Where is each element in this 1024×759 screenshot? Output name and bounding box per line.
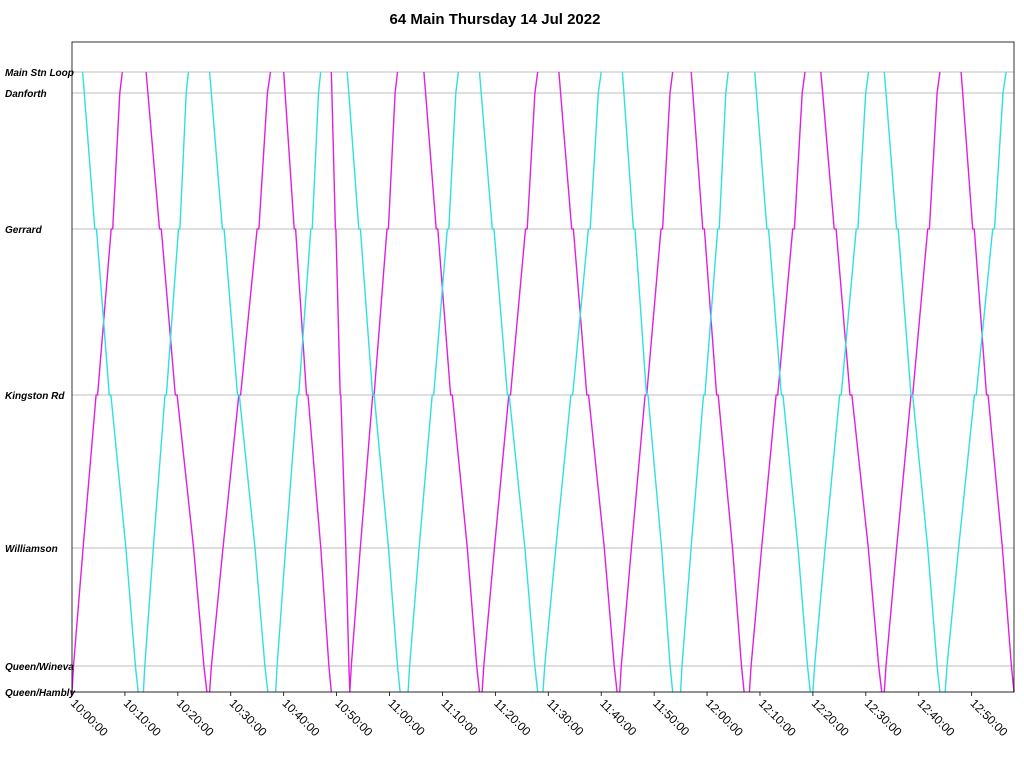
trip-line-magenta	[330, 71, 351, 693]
x-tick-label: 10:10:00	[121, 696, 164, 739]
stop-label: Danforth	[5, 89, 47, 100]
trip-line-magenta	[71, 71, 123, 693]
x-tick-label: 12:40:00	[915, 696, 958, 739]
x-tick-label: 10:20:00	[174, 696, 217, 739]
x-tick-label: 11:10:00	[438, 696, 481, 739]
x-tick-label: 12:20:00	[809, 696, 852, 739]
trip-line-cyan	[346, 71, 401, 693]
x-tick-label: 11:40:00	[597, 696, 640, 739]
trip-line-cyan	[944, 71, 1007, 693]
x-tick-label: 12:10:00	[756, 696, 799, 739]
x-tick-label: 11:50:00	[650, 696, 693, 739]
x-tick-label: 12:00:00	[703, 696, 746, 739]
time-tick-labels: 10:00:00 10:10:00 10:20:00 10:30:00 10:40:00…	[68, 692, 1011, 739]
trip-line-magenta	[283, 71, 332, 693]
trip-line-magenta	[558, 71, 618, 693]
x-tick-label: 12:50:00	[968, 696, 1011, 739]
trip-line-magenta	[820, 71, 883, 693]
x-tick-label: 10:50:00	[332, 696, 375, 739]
trip-line-cyan	[275, 71, 322, 693]
trip-line-cyan	[679, 71, 729, 693]
stop-label: Queen/Hambly	[5, 688, 75, 699]
series-lines	[71, 71, 1015, 693]
trip-line-magenta	[423, 71, 481, 693]
trip-line-cyan	[208, 71, 269, 693]
trip-line-cyan	[142, 71, 190, 693]
x-tick-label: 10:30:00	[227, 696, 270, 739]
chart-title: 64 Main Thursday 14 Jul 2022	[390, 11, 601, 28]
trip-line-cyan	[542, 71, 602, 693]
trip-line-cyan	[754, 71, 811, 693]
x-tick-label: 10:40:00	[280, 696, 323, 739]
stop-label: Kingston Rd	[5, 391, 65, 402]
stop-label: Gerrard	[5, 225, 43, 236]
stop-label: Williamson	[5, 544, 58, 555]
trip-line-magenta	[145, 71, 208, 693]
trip-line-cyan	[621, 71, 674, 693]
trip-line-cyan	[407, 71, 459, 693]
x-tick-label: 11:30:00	[544, 696, 587, 739]
trip-line-cyan	[883, 71, 941, 693]
trip-line-magenta	[690, 71, 745, 693]
trip-line-magenta	[748, 71, 806, 693]
stop-label: Queen/Wineva	[5, 662, 74, 673]
trip-line-magenta	[960, 71, 1015, 693]
trip-line-cyan	[812, 71, 870, 693]
stop-label: Main Stn Loop	[5, 68, 74, 79]
x-tick-label: 11:20:00	[491, 696, 534, 739]
trip-line-magenta	[349, 71, 399, 693]
plot-frame	[71, 41, 1015, 693]
trip-line-cyan	[478, 71, 539, 693]
trip-line-magenta	[208, 71, 272, 693]
x-tick-label: 12:30:00	[862, 696, 905, 739]
x-tick-label: 11:00:00	[385, 696, 428, 739]
x-tick-label: 10:00:00	[68, 696, 111, 739]
trip-line-magenta	[481, 71, 539, 693]
stop-labels: Main Stn Loop Danforth Gerrard Kingston Rd W…	[5, 68, 75, 699]
trip-line-cyan	[81, 71, 139, 693]
